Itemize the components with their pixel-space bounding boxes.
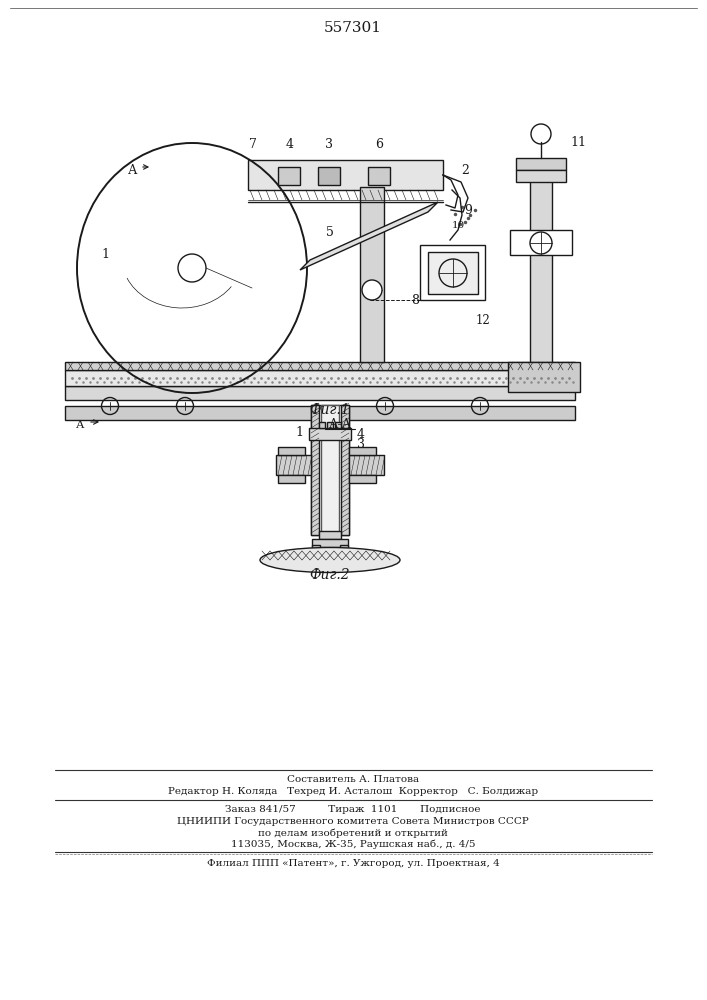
Text: Заказ 841/57          Тираж  1101       Подписное: Заказ 841/57 Тираж 1101 Подписное (226, 806, 481, 814)
Bar (340, 545, 348, 555)
Bar (248, 160, 443, 190)
Text: Редактор Н. Коляда   Техред И. Асталош  Корректор   С. Болдижар: Редактор Н. Коляда Техред И. Асталош Кор… (168, 788, 538, 796)
Bar (341, 405, 349, 535)
Circle shape (362, 280, 382, 300)
Text: Составитель А. Платова: Составитель А. Платова (287, 776, 419, 784)
Text: 9: 9 (464, 204, 472, 217)
Bar (508, 362, 580, 392)
Ellipse shape (260, 548, 400, 572)
Text: 6: 6 (375, 138, 383, 151)
Text: 2: 2 (461, 163, 469, 176)
Bar (420, 245, 485, 300)
Bar (319, 531, 341, 539)
Bar (278, 447, 305, 455)
Text: 557301: 557301 (324, 21, 382, 35)
Bar (349, 455, 384, 475)
Bar (530, 172, 552, 362)
Bar (278, 167, 300, 185)
Text: А: А (128, 163, 138, 176)
Text: Филиал ППП «Патент», г. Ужгород, ул. Проектная, 4: Филиал ППП «Патент», г. Ужгород, ул. Про… (206, 859, 499, 868)
Bar (311, 405, 319, 535)
Bar (276, 455, 311, 475)
Bar (65, 406, 575, 420)
Bar (516, 158, 566, 170)
Text: 7: 7 (249, 138, 257, 151)
Text: 1: 1 (295, 426, 303, 438)
Bar (65, 386, 575, 400)
Text: 3: 3 (325, 138, 333, 151)
Bar (428, 252, 478, 294)
Bar (327, 422, 333, 428)
Bar (318, 167, 340, 185)
Text: А: А (76, 420, 84, 430)
Bar (319, 422, 325, 428)
Bar (360, 187, 384, 362)
Text: 113035, Москва, Ж-35, Раушская наб., д. 4/5: 113035, Москва, Ж-35, Раушская наб., д. … (230, 839, 475, 849)
Text: Фиг.2: Фиг.2 (310, 568, 350, 582)
Text: 8: 8 (411, 294, 419, 306)
Bar (311, 405, 349, 535)
Text: 4: 4 (357, 428, 365, 440)
Text: 5: 5 (326, 226, 334, 238)
Bar (309, 428, 351, 440)
Text: А-А: А-А (329, 418, 351, 432)
Bar (368, 167, 390, 185)
Text: ЦНИИПИ Государственного комитета Совета Министров СССР: ЦНИИПИ Государственного комитета Совета … (177, 818, 529, 826)
Text: по делам изобретений и открытий: по делам изобретений и открытий (258, 828, 448, 838)
Text: 3: 3 (357, 438, 365, 452)
Bar (312, 539, 348, 547)
Bar (65, 362, 575, 370)
Circle shape (178, 254, 206, 282)
Text: 10: 10 (451, 221, 464, 230)
Bar (349, 447, 376, 455)
Bar (335, 422, 341, 428)
Bar (510, 230, 572, 255)
Bar (312, 545, 320, 555)
Bar (516, 170, 566, 182)
Bar (65, 370, 575, 386)
Text: Фиг.1: Фиг.1 (310, 403, 350, 417)
Bar (278, 475, 305, 483)
Text: 11: 11 (570, 136, 586, 149)
Text: 1: 1 (101, 248, 109, 261)
Text: 4: 4 (286, 138, 294, 151)
Text: 12: 12 (476, 314, 491, 326)
Polygon shape (300, 202, 438, 270)
Bar (321, 405, 339, 535)
Bar (349, 475, 376, 483)
